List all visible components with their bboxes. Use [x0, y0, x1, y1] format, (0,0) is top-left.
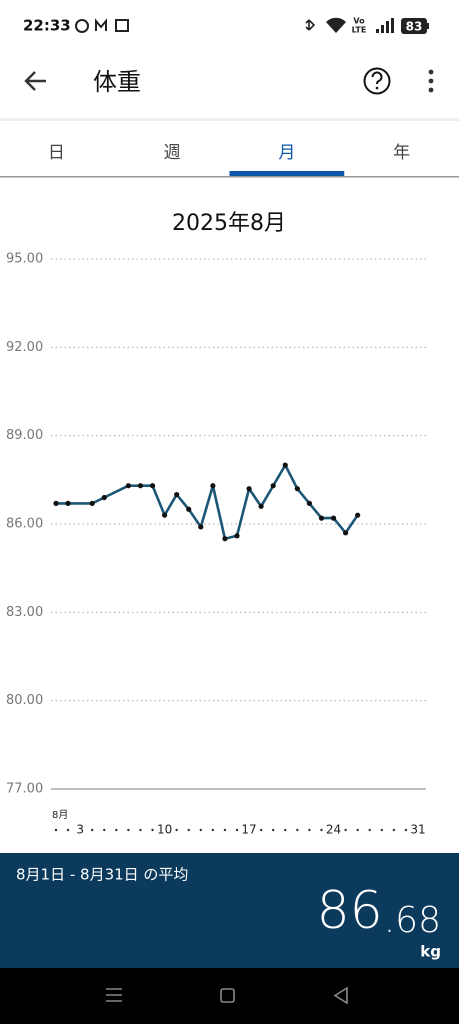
weight-point — [137, 483, 144, 489]
summary-panel — [0, 853, 459, 968]
nav-bar — [0, 968, 459, 1024]
status-time: 22:33 — [23, 17, 71, 35]
x-minor-dot — [404, 828, 408, 832]
x-minor-dot — [368, 828, 371, 832]
weight-point — [65, 500, 71, 506]
y-tick-label: 92.00 — [6, 340, 43, 355]
tab-label[interactable]: 月 — [278, 143, 295, 163]
plot: 77.00 80.00 83.00 86.00 89.00 92.00 95.00 8月 3 10… — [6, 252, 426, 837]
x-minor-dot — [235, 828, 239, 832]
weight-point — [101, 494, 107, 501]
y-tick-label: 77.00 — [6, 782, 43, 797]
nav-recents[interactable] — [106, 988, 122, 1002]
weight-point — [258, 503, 264, 509]
x-tick-label: 3 — [76, 823, 84, 837]
weight-point — [330, 515, 337, 521]
average-fraction: .68 — [384, 900, 441, 941]
x-minor-dot — [115, 828, 118, 832]
x-minor-dot — [103, 828, 106, 832]
tab-divider — [0, 176, 459, 178]
back-button[interactable] — [24, 71, 46, 91]
status-volte: Vo — [353, 17, 365, 26]
x-minor-dot — [199, 828, 202, 832]
x-minor-dot — [296, 828, 299, 832]
x-minor-dot — [308, 828, 311, 832]
y-tick-label: 80.00 — [6, 693, 43, 708]
tab-bar: 日週月年 — [48, 143, 410, 176]
x-minor-dot — [211, 828, 215, 832]
weight-point — [210, 483, 216, 489]
x-tick-label: 10 — [157, 823, 172, 837]
x-minor-dot — [54, 828, 58, 832]
x-minor-dot — [259, 828, 263, 832]
x-minor-dot — [91, 828, 94, 832]
x-minor-dot — [284, 828, 287, 832]
summary-period: 8月1日 - 8月31日 の平均 — [16, 866, 188, 884]
x-minor-dot — [151, 828, 154, 832]
x-minor-dot — [272, 828, 275, 832]
y-tick-label: 83.00 — [6, 605, 43, 620]
battery-level: 83 — [406, 20, 423, 34]
weight-point — [53, 500, 59, 506]
x-minor-dot — [320, 828, 323, 832]
tab-indicator — [229, 171, 345, 176]
x-minor-dot — [392, 828, 396, 832]
weight-point — [222, 536, 228, 542]
weight-point — [355, 512, 361, 518]
x-unit-label: 8月 — [52, 809, 68, 821]
x-minor-dot — [127, 828, 130, 832]
nav-back[interactable] — [333, 986, 348, 1005]
y-tick-label: 89.00 — [6, 428, 43, 443]
status-system-icons — [305, 17, 429, 34]
x-minor-dot — [187, 828, 190, 832]
page-title: 体重 — [93, 68, 141, 96]
y-tick-label: 95.00 — [6, 252, 43, 267]
weight-point — [89, 500, 95, 506]
tab-label[interactable]: 週 — [164, 143, 181, 163]
weight-point — [318, 515, 325, 521]
x-minor-dot — [223, 828, 227, 832]
weight-point — [343, 530, 349, 536]
weight-point — [270, 483, 276, 489]
x-minor-dot — [175, 828, 178, 832]
nav-buttons — [106, 986, 348, 1005]
x-minor-dot — [66, 828, 70, 832]
weight-point — [246, 486, 252, 492]
weight-point — [198, 524, 204, 530]
app-bar — [0, 0, 459, 118]
chart-title: 2025年8月 — [172, 211, 286, 236]
tab-label[interactable]: 日 — [48, 143, 65, 163]
weight-point — [162, 512, 168, 518]
x-minor-dot — [380, 828, 383, 832]
status-app-icons — [75, 18, 129, 33]
nav-home[interactable] — [220, 988, 235, 1003]
x-minor-dot — [139, 828, 142, 832]
app-bar-shadow — [0, 118, 459, 121]
weight-point — [234, 533, 240, 539]
x-tick-label: 17 — [241, 823, 256, 837]
help-button[interactable] — [363, 67, 391, 95]
average-integer: 86 — [317, 881, 383, 941]
weight-point — [125, 483, 131, 489]
x-minor-dot — [344, 828, 347, 832]
x-minor-dot — [356, 828, 359, 832]
x-tick-label: 24 — [326, 823, 341, 837]
average-unit: kg — [420, 943, 441, 961]
weight-point — [294, 486, 300, 492]
weight-line — [56, 463, 359, 541]
more-button[interactable] — [428, 69, 434, 93]
weight-point — [149, 483, 156, 489]
weight-point — [282, 462, 288, 468]
x-tick-label: 31 — [410, 823, 425, 837]
weight-point — [174, 491, 180, 498]
status-volte: LTE — [352, 26, 367, 35]
weight-point — [306, 500, 312, 506]
y-tick-label: 86.00 — [6, 517, 43, 532]
tab-label[interactable]: 年 — [393, 143, 410, 163]
weight-point — [186, 506, 192, 512]
